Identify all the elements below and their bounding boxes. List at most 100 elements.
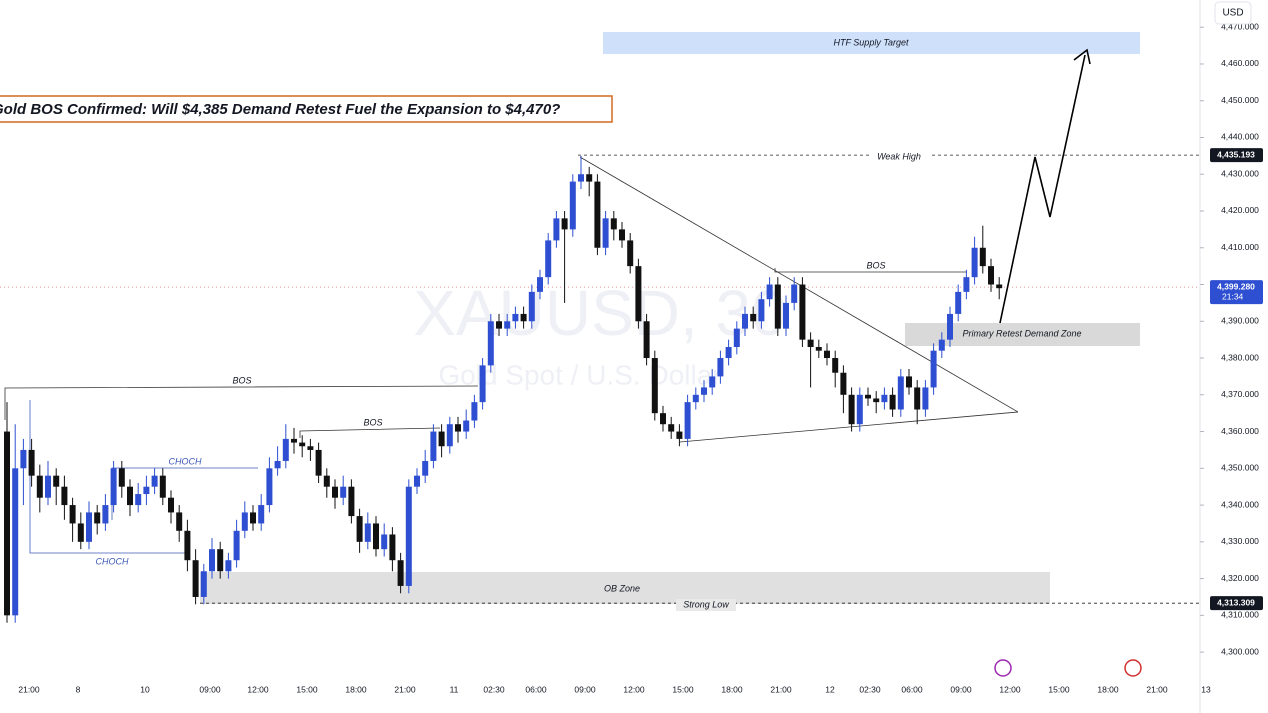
- candle-body-up: [463, 420, 470, 432]
- y-tick-label: 4,460.000: [1221, 58, 1259, 68]
- candle-body-up: [569, 181, 576, 230]
- candle-body-up: [422, 460, 429, 476]
- x-tick-label: 10: [140, 684, 150, 694]
- x-tick-label: 8: [76, 684, 81, 694]
- candle-body-down: [774, 284, 781, 329]
- x-tick-label: 21:00: [394, 684, 416, 694]
- y-tick-label: 4,450.000: [1221, 95, 1259, 105]
- candle-body-down: [332, 486, 338, 498]
- candle-body-up: [504, 321, 511, 329]
- y-tick-label: 4,350.000: [1221, 463, 1259, 473]
- candle-body-down: [438, 431, 445, 447]
- candle-body-down: [914, 387, 921, 410]
- y-tick-label: 4,310.000: [1221, 610, 1259, 620]
- candle-body-down: [118, 468, 125, 487]
- candle-body-up: [692, 394, 699, 403]
- candle-body-up: [225, 560, 232, 572]
- trend-line: [579, 156, 1019, 413]
- x-tick-label: 21:00: [1146, 684, 1168, 694]
- candle-body-up: [947, 313, 953, 340]
- candle-body-down: [561, 218, 568, 230]
- candle-body-up: [791, 284, 798, 303]
- y-tick-label: 4,380.000: [1221, 352, 1259, 362]
- candle-body-down: [840, 372, 847, 395]
- candle-body-up: [86, 512, 92, 542]
- candle-body-up: [545, 240, 552, 278]
- x-tick-label: 12:00: [623, 684, 645, 694]
- y-tick-label: 4,360.000: [1221, 426, 1259, 436]
- candle-body-down: [192, 560, 199, 597]
- candle-body-up: [537, 277, 543, 292]
- candle-body-up: [971, 247, 978, 278]
- annotation: Weak High: [877, 151, 921, 161]
- projection-arrowhead: [1073, 48, 1091, 65]
- candle-body-up: [364, 523, 371, 542]
- y-tick-label: 4,440.000: [1221, 132, 1259, 142]
- candle-body-down: [594, 181, 601, 248]
- candle-body-down: [176, 512, 183, 531]
- candle-body-down: [455, 424, 461, 432]
- candle-body-up: [856, 394, 863, 425]
- label-bg: [869, 151, 929, 163]
- candle-body-down: [610, 218, 617, 230]
- y-tick-label: 4,370.000: [1221, 389, 1259, 399]
- candle-body-up: [955, 291, 962, 314]
- candle-body-up: [602, 218, 609, 248]
- bos-line: [299, 427, 441, 438]
- candle-body-down: [36, 475, 43, 498]
- annotation: CHOCH: [96, 556, 129, 566]
- candle-body-down: [750, 313, 757, 322]
- candle-body-down: [69, 505, 76, 524]
- candle-body-up: [701, 387, 707, 395]
- candle-body-down: [832, 358, 839, 373]
- candle-body-down: [979, 247, 986, 267]
- candle-body-down: [824, 350, 830, 359]
- currency: USD: [1222, 8, 1243, 19]
- candle-body-up: [742, 313, 748, 329]
- candle-body-up: [881, 394, 888, 403]
- title-box: [0, 95, 613, 123]
- candle-body-up: [200, 571, 207, 597]
- candle-body-down: [643, 321, 650, 359]
- y-tick-label: 4,300.000: [1221, 646, 1259, 656]
- candle-body-down: [94, 512, 101, 524]
- chart-title: Gold BOS Confirmed: Will $4,385 Demand R…: [0, 101, 560, 118]
- candle-body-up: [274, 460, 281, 469]
- x-tick-label: 15:00: [1048, 684, 1070, 694]
- candle-body-down: [356, 516, 363, 542]
- candle-body-down: [299, 442, 306, 447]
- projection-path: [999, 54, 1086, 324]
- candle-body-down: [61, 486, 68, 506]
- candle-body-down: [127, 486, 133, 506]
- candle-body-down: [676, 431, 683, 439]
- candle-body-down: [291, 438, 297, 443]
- candle-body-up: [20, 449, 27, 469]
- candle-body-up: [471, 402, 478, 421]
- y-tick-label: 4,320.000: [1221, 573, 1259, 583]
- candle-body-up: [241, 512, 248, 531]
- candle-body-down: [373, 523, 379, 550]
- candle-body-up: [282, 438, 289, 461]
- x-tick-label: 15:00: [672, 684, 694, 694]
- annotation: OB Zone: [604, 583, 640, 593]
- candle-body-up: [930, 350, 937, 388]
- price-countdown: 21:34: [1222, 291, 1244, 301]
- candle-body-up: [446, 424, 453, 447]
- candle-body-up: [758, 299, 765, 322]
- candle-body-down: [217, 549, 224, 572]
- price-tag: [1210, 280, 1263, 305]
- demand-zone: [905, 323, 1140, 346]
- price-tag-label: 4,399.280: [1217, 281, 1255, 291]
- candle-body-down: [348, 486, 355, 517]
- candle-body-down: [586, 174, 593, 182]
- candle-body-up: [528, 291, 535, 322]
- candle-body-down: [635, 266, 642, 322]
- candle-body-down: [397, 560, 404, 586]
- candle-body-up: [717, 358, 724, 377]
- candle-body-up: [963, 277, 970, 292]
- candle-body-down: [159, 475, 166, 498]
- price-tag: [1210, 596, 1263, 611]
- candle-body-up: [553, 218, 560, 241]
